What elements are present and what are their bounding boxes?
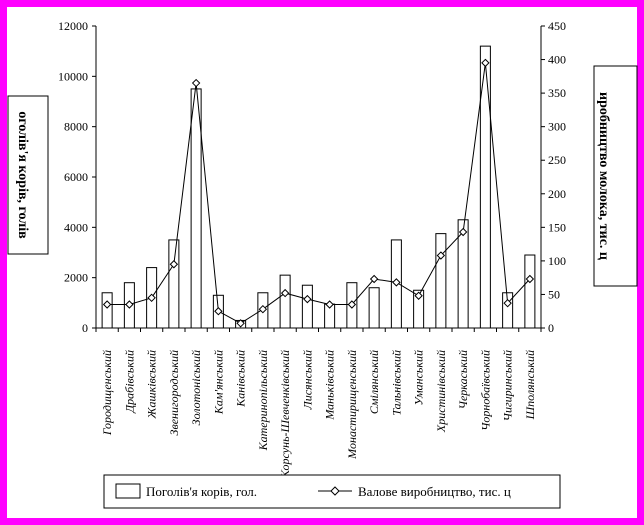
right-tick-label: 350 <box>548 86 566 100</box>
right-tick-label: 150 <box>548 220 566 234</box>
line-point-7 <box>258 305 268 314</box>
left-tick-label: 2000 <box>64 271 88 285</box>
right-tick-label: 200 <box>548 187 566 201</box>
right-y-axis: 0 50 100 150 200 250 300 350 400 450 <box>540 19 566 335</box>
right-tick-label: 0 <box>548 321 554 335</box>
left-y-axis: 0 2000 4000 6000 8000 10000 12000 <box>58 19 97 335</box>
category-label: Городищенський <box>100 350 114 436</box>
category-label: Чорнобаївський <box>478 350 492 431</box>
legend-diamond-marker <box>330 486 340 496</box>
bar-4 <box>190 88 202 329</box>
bar-8 <box>279 274 291 329</box>
left-tick-label: 10000 <box>58 69 88 83</box>
line-point-14 <box>414 291 423 300</box>
line-point-2 <box>147 293 156 303</box>
line-point-11 <box>347 300 357 309</box>
bar-0 <box>101 292 113 329</box>
line-point-6 <box>236 319 245 328</box>
category-label: Тальнівський <box>389 350 403 416</box>
left-axis-title-box: оголів'я корів, голів <box>7 95 49 255</box>
right-tick-label: 400 <box>548 53 566 67</box>
category-label: Чигиринський <box>501 350 515 421</box>
line-point-16 <box>458 227 468 237</box>
line-point-4 <box>191 78 201 88</box>
line-point-1 <box>125 300 134 309</box>
line-point-0 <box>102 300 112 309</box>
category-label: Маньківський <box>323 350 337 421</box>
category-label: Драбівський <box>122 350 136 413</box>
legend-line-label: Валове виробництво, тис. ц <box>358 484 511 499</box>
right-tick-label: 100 <box>548 254 566 268</box>
legend: Поголів'я корів, гол. Валове виробництво… <box>103 474 561 509</box>
line-point-10 <box>325 300 334 309</box>
right-tick-label: 450 <box>548 19 566 33</box>
category-label: Смілянський <box>367 350 381 414</box>
left-tick-label: 8000 <box>64 120 88 134</box>
left-tick-label: 4000 <box>64 220 88 234</box>
left-tick-label: 0 <box>82 321 88 335</box>
bar-15 <box>435 233 447 329</box>
category-label: Монастирищенський <box>345 350 359 460</box>
category-label: Корсунь-Шевченківський <box>278 350 292 479</box>
line-point-5 <box>214 307 223 316</box>
category-label: Катеринопільський <box>256 350 270 451</box>
line-point-9 <box>303 294 312 304</box>
category-label: Жашківський <box>145 350 159 419</box>
line-point-8 <box>280 288 290 298</box>
bar-19 <box>524 254 536 329</box>
category-label: Шполянський <box>523 350 537 420</box>
category-label: Канівський <box>234 350 248 408</box>
bar-12 <box>368 287 380 329</box>
line-point-13 <box>392 278 401 287</box>
legend-bar-swatch <box>115 483 141 499</box>
line-point-3 <box>169 260 179 269</box>
legend-bar-label: Поголів'я корів, гол. <box>146 484 257 499</box>
line-point-18 <box>503 298 512 308</box>
line-point-19 <box>525 274 535 284</box>
right-tick-label: 300 <box>548 120 566 134</box>
category-label: Лисянський <box>300 350 314 410</box>
category-label: Черкаський <box>456 350 470 409</box>
right-tick-label: 50 <box>548 287 560 301</box>
line-point-17 <box>481 58 490 68</box>
left-axis-title: оголів'я корів, голів <box>15 111 30 239</box>
left-tick-label: 6000 <box>64 170 88 184</box>
production-line <box>107 62 531 324</box>
line-point-12 <box>369 274 379 284</box>
right-tick-label: 250 <box>548 153 566 167</box>
bar-3 <box>168 239 180 329</box>
category-label: Уманський <box>412 350 426 406</box>
category-label: Кам'янський <box>211 350 225 415</box>
category-label: Христинівський <box>434 350 448 433</box>
right-axis-title: иробництво молока, тис. ц <box>596 92 611 260</box>
x-axis: Городищенський Драбівський Жашківський Звен… <box>95 327 542 479</box>
plot-area <box>101 45 536 329</box>
left-tick-label: 12000 <box>58 19 88 33</box>
category-label: Звенигородський <box>167 350 181 435</box>
line-point-15 <box>436 251 446 260</box>
bar-9 <box>301 284 313 329</box>
right-axis-title-box: иробництво молока, тис. ц <box>593 65 638 287</box>
category-label: Золотоніський <box>189 350 203 425</box>
